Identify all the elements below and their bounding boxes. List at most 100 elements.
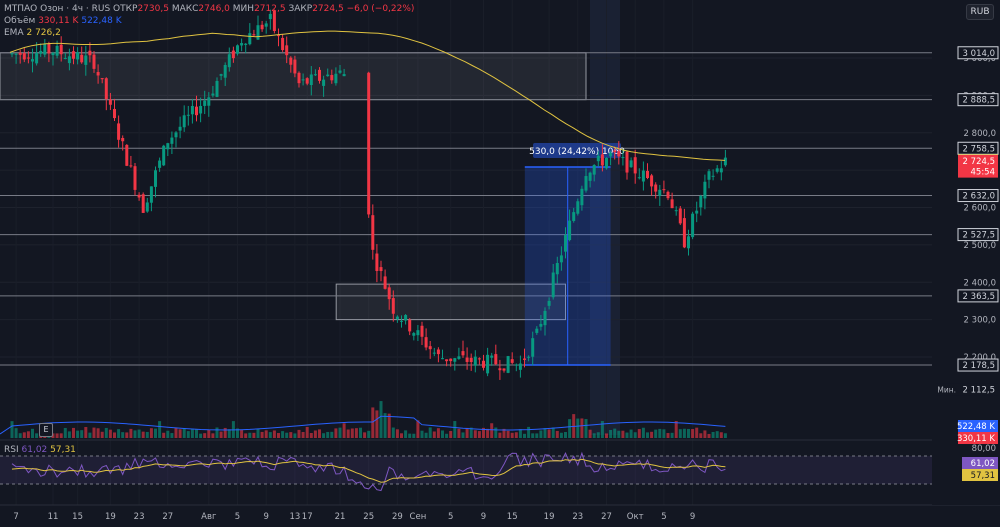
candle-body xyxy=(420,325,424,337)
volume-bar xyxy=(67,431,71,438)
candle-body xyxy=(39,50,43,54)
candle-body xyxy=(535,328,539,333)
candle-body xyxy=(166,143,170,150)
volume-bars xyxy=(0,401,727,438)
volume-bar xyxy=(412,433,416,438)
candle-body xyxy=(145,202,149,212)
high-label: МАКС xyxy=(171,4,199,14)
candle-body xyxy=(178,126,182,131)
price-tick-label: 2 300,0 xyxy=(964,316,996,326)
volume-bar xyxy=(88,432,92,438)
earnings-marker-button[interactable]: E xyxy=(39,423,53,437)
candle-body xyxy=(453,358,457,362)
volume-bar xyxy=(662,429,666,438)
candle-body xyxy=(338,70,342,73)
volume-bar xyxy=(531,433,535,438)
price-tick-label: 2 500,0 xyxy=(964,241,996,251)
candle-body xyxy=(715,168,719,172)
volume-bar xyxy=(305,426,309,438)
volume-bar xyxy=(375,410,379,438)
open-label: ОТКР xyxy=(113,4,138,14)
time-tick-label: 19 xyxy=(544,512,555,522)
price-zones xyxy=(0,52,587,321)
candle-body xyxy=(100,78,104,80)
rsi-ma-value: 57,31 xyxy=(50,445,76,455)
volume-bar xyxy=(723,433,727,438)
candle-body xyxy=(104,78,108,100)
candle-body xyxy=(592,164,596,175)
volume-bar xyxy=(313,430,317,438)
level-badge xyxy=(957,358,999,372)
candle-body xyxy=(223,64,227,78)
volume-bar xyxy=(711,431,715,438)
candle-body xyxy=(424,337,428,348)
volume-bar xyxy=(691,429,695,438)
candle-body xyxy=(490,355,494,358)
candle-body xyxy=(133,166,137,190)
candle-body xyxy=(625,151,629,173)
volume-bar xyxy=(10,421,14,438)
volume-bar xyxy=(416,420,420,438)
volume-bar xyxy=(559,432,563,438)
candle-body xyxy=(371,215,375,250)
price-badge xyxy=(958,165,998,178)
candle-body xyxy=(334,73,338,84)
candle-body xyxy=(129,165,133,167)
candle-body xyxy=(391,298,395,314)
volume-bar xyxy=(182,428,186,438)
candle-body xyxy=(113,108,116,119)
volume-bar xyxy=(31,428,34,438)
volume-bar xyxy=(289,432,293,438)
candle-body xyxy=(404,315,408,321)
volume-bar xyxy=(318,429,321,438)
price-badge-label: 45:54 xyxy=(971,168,996,178)
candle-body xyxy=(568,220,572,241)
volume-bar xyxy=(449,431,453,438)
volume-bar xyxy=(277,433,280,438)
candle-body xyxy=(621,157,625,159)
volume-bar xyxy=(359,427,362,438)
volume-bar xyxy=(121,432,125,438)
volume-bar xyxy=(482,427,485,438)
volume-bar xyxy=(215,427,219,438)
volume-bar xyxy=(453,421,457,438)
price-range-measure[interactable]: 530,0 (24,42%) 1060 xyxy=(524,143,625,366)
volume-bar xyxy=(272,430,276,438)
candle-body xyxy=(637,177,641,179)
candle-body xyxy=(277,35,280,37)
volume-bar xyxy=(568,419,572,438)
candle-body xyxy=(318,69,321,81)
candle-body xyxy=(121,137,125,142)
level-badge-label: 2 888,5 xyxy=(963,96,995,106)
candle-body xyxy=(305,78,309,84)
candle-body xyxy=(494,354,498,365)
volume-bar xyxy=(260,431,264,438)
volume-legend: Объём 330,11 K 522,48 K xyxy=(4,15,122,27)
candle-body xyxy=(260,24,264,30)
candle-body xyxy=(26,57,30,59)
volume-ma-value: 522,48 K xyxy=(81,16,122,26)
ema-line xyxy=(9,30,726,161)
volume-bar xyxy=(125,432,129,438)
volume-bar xyxy=(707,433,711,438)
time-tick-label: 9 xyxy=(263,512,268,522)
candle-body xyxy=(219,74,223,76)
volume-bar xyxy=(326,431,330,438)
volume-bar xyxy=(621,430,625,438)
candle-body xyxy=(108,99,112,105)
level-badge xyxy=(957,46,999,60)
candle-body xyxy=(236,45,239,54)
currency-button[interactable]: RUB xyxy=(966,4,994,20)
volume-bar xyxy=(117,429,121,438)
time-tick-label: 11 xyxy=(48,512,59,522)
candle-body xyxy=(383,276,387,289)
candle-body xyxy=(580,188,584,206)
candle-body xyxy=(375,253,379,271)
time-tick-label: Авг xyxy=(201,512,217,522)
price-axis[interactable]: 3 000,02 900,02 800,02 700,02 600,02 500… xyxy=(932,0,1000,505)
volume-bar xyxy=(309,432,313,438)
volume-bar xyxy=(35,433,39,438)
time-tick-label: 27 xyxy=(601,512,612,522)
time-axis[interactable]: 7 11 15 19 23 27 Авг 5 9 13 17 21 25 29 Сен 5 9 15 19 23 27 О… xyxy=(13,512,695,522)
